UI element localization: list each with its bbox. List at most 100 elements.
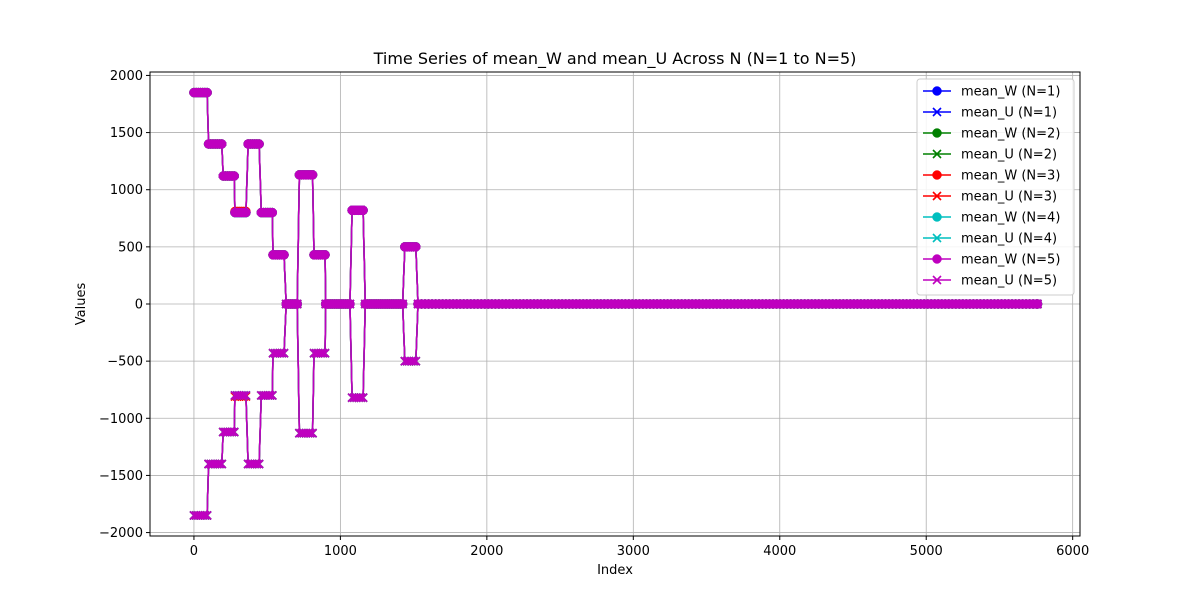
- data-point: [575, 299, 585, 309]
- data-point: [634, 299, 645, 309]
- data-point: [603, 299, 613, 309]
- data-point: [968, 299, 978, 309]
- data-point: [202, 87, 212, 98]
- data-point: [452, 299, 462, 309]
- x-tick-label: 5000: [910, 544, 943, 559]
- data-point: [863, 299, 873, 309]
- y-tick-label: 0: [135, 298, 143, 313]
- data-point: [227, 427, 237, 437]
- data-point: [1007, 299, 1017, 309]
- data-point: [476, 299, 486, 309]
- data-point: [557, 299, 567, 309]
- data-point: [292, 299, 302, 309]
- data-point: [641, 299, 652, 309]
- data-point: [308, 428, 318, 438]
- data-point: [532, 299, 543, 309]
- data-point: [627, 299, 637, 309]
- data-point: [680, 299, 690, 309]
- data-point: [487, 299, 497, 309]
- data-point: [986, 299, 996, 309]
- data-point: [241, 207, 251, 218]
- data-point: [975, 299, 985, 309]
- legend-item: mean_W (N=4): [923, 211, 1060, 226]
- data-point: [420, 299, 430, 309]
- data-point: [800, 299, 810, 309]
- x-tick-label: 2000: [470, 544, 503, 559]
- y-tick-label: 1500: [110, 126, 143, 141]
- data-point: [1018, 299, 1028, 309]
- data-point: [687, 299, 697, 309]
- data-point: [578, 299, 588, 309]
- data-point: [698, 299, 708, 309]
- data-point: [786, 299, 796, 309]
- data-point: [996, 299, 1007, 309]
- data-point: [884, 299, 894, 309]
- data-point: [789, 299, 799, 309]
- data-point: [561, 299, 571, 309]
- data-point: [631, 299, 641, 309]
- y-tick-label: 500: [118, 240, 143, 255]
- data-point: [877, 299, 887, 309]
- data-point: [1000, 299, 1010, 309]
- data-point: [909, 299, 919, 309]
- data-point: [490, 299, 500, 309]
- data-point: [279, 348, 289, 358]
- data-point: [673, 299, 683, 309]
- data-point: [229, 171, 239, 181]
- data-point: [585, 299, 595, 309]
- data-point: [473, 299, 483, 309]
- data-point: [279, 250, 289, 260]
- data-point: [568, 299, 578, 309]
- data-point: [480, 299, 490, 309]
- data-point: [518, 299, 529, 309]
- data-point: [684, 299, 694, 309]
- data-point: [747, 299, 757, 309]
- data-point: [1014, 299, 1024, 309]
- data-point: [645, 299, 655, 309]
- chart-title: Time Series of mean_W and mean_U Across …: [373, 49, 857, 69]
- data-point: [610, 299, 620, 309]
- data-point: [940, 299, 950, 309]
- legend-item: mean_U (N=5): [923, 274, 1057, 289]
- data-point: [944, 299, 954, 309]
- data-point: [1010, 299, 1021, 309]
- data-point: [1021, 299, 1031, 309]
- data-point: [252, 459, 262, 469]
- data-point: [859, 299, 869, 309]
- data-point: [694, 299, 704, 309]
- data-point: [982, 299, 993, 309]
- data-point: [459, 299, 469, 309]
- data-point: [743, 299, 753, 309]
- data-point: [666, 299, 676, 309]
- data-point: [726, 299, 736, 309]
- data-point: [265, 390, 275, 400]
- data-point: [831, 299, 841, 309]
- data-point: [750, 299, 761, 309]
- legend-marker: [932, 149, 942, 159]
- data-point: [522, 299, 532, 309]
- data-point: [305, 428, 315, 438]
- legend-frame: [916, 78, 1075, 296]
- data-point: [951, 299, 961, 309]
- data-point: [508, 299, 518, 309]
- data-point: [754, 299, 764, 309]
- data-point: [842, 299, 852, 309]
- data-point: [624, 299, 634, 309]
- data-point: [902, 299, 912, 309]
- legend-marker: [932, 107, 942, 117]
- data-point: [599, 299, 609, 309]
- data-point: [411, 242, 421, 252]
- data-point: [462, 299, 472, 309]
- legend-marker: [932, 128, 942, 138]
- data-point: [592, 299, 602, 309]
- data-point: [891, 299, 901, 309]
- data-point: [894, 299, 905, 309]
- data-point: [409, 356, 419, 366]
- data-point: [202, 510, 212, 520]
- data-point: [455, 299, 465, 309]
- data-point: [705, 299, 715, 309]
- data-point: [596, 299, 606, 309]
- legend-label: mean_W (N=1): [961, 85, 1060, 100]
- data-point: [620, 299, 630, 309]
- data-point: [708, 299, 718, 309]
